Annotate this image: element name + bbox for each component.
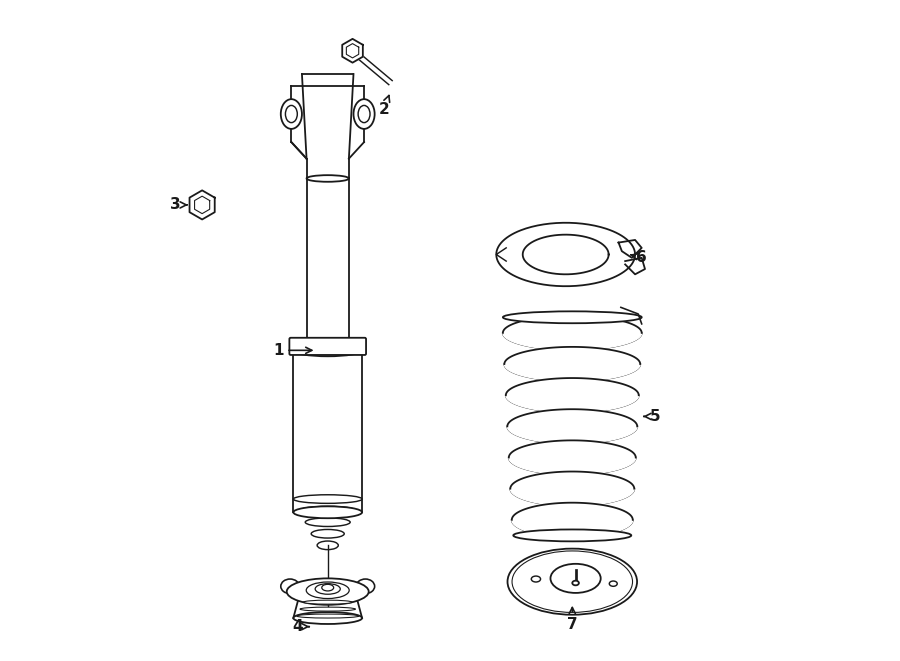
Ellipse shape: [306, 582, 349, 599]
Polygon shape: [510, 471, 634, 506]
Polygon shape: [508, 409, 637, 444]
FancyBboxPatch shape: [290, 338, 366, 355]
Ellipse shape: [531, 576, 541, 582]
Ellipse shape: [300, 607, 356, 611]
Ellipse shape: [305, 518, 350, 526]
Polygon shape: [496, 223, 635, 286]
Ellipse shape: [315, 584, 340, 594]
Ellipse shape: [503, 311, 642, 323]
Ellipse shape: [311, 529, 344, 538]
Ellipse shape: [512, 551, 633, 612]
Polygon shape: [506, 378, 639, 412]
Text: 2: 2: [379, 95, 390, 116]
Polygon shape: [626, 258, 645, 274]
Ellipse shape: [322, 584, 334, 591]
Text: 1: 1: [273, 343, 311, 358]
Text: 5: 5: [644, 409, 661, 424]
Polygon shape: [190, 190, 215, 219]
Polygon shape: [508, 440, 635, 475]
Polygon shape: [618, 240, 642, 258]
Ellipse shape: [297, 614, 359, 618]
Polygon shape: [342, 39, 363, 63]
Text: 7: 7: [567, 607, 578, 632]
Polygon shape: [504, 347, 640, 381]
Ellipse shape: [508, 549, 637, 615]
Polygon shape: [512, 503, 633, 537]
Ellipse shape: [293, 506, 362, 518]
Ellipse shape: [287, 578, 369, 605]
Ellipse shape: [609, 581, 617, 586]
Ellipse shape: [293, 494, 362, 504]
Ellipse shape: [307, 175, 349, 182]
Text: 4: 4: [292, 619, 309, 634]
Ellipse shape: [572, 581, 579, 586]
Ellipse shape: [513, 529, 631, 541]
Ellipse shape: [293, 344, 362, 356]
Ellipse shape: [281, 99, 302, 129]
Ellipse shape: [317, 541, 338, 550]
Text: 3: 3: [170, 198, 187, 212]
Ellipse shape: [285, 106, 297, 123]
Text: 6: 6: [631, 251, 647, 265]
Ellipse shape: [281, 579, 300, 594]
Ellipse shape: [303, 600, 352, 604]
Polygon shape: [503, 316, 642, 350]
Ellipse shape: [300, 506, 356, 515]
Ellipse shape: [358, 106, 370, 123]
Ellipse shape: [551, 564, 600, 593]
Ellipse shape: [354, 99, 374, 129]
Ellipse shape: [356, 579, 374, 594]
Ellipse shape: [293, 612, 362, 624]
